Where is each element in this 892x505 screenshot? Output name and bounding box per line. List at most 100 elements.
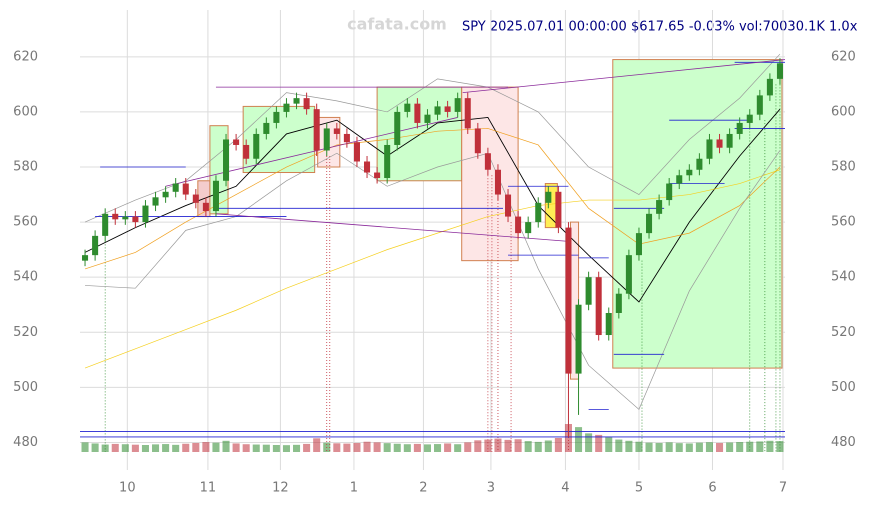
volume-bar — [736, 442, 744, 452]
candle-body — [565, 227, 572, 374]
candle-body — [595, 277, 602, 336]
candle-body — [182, 183, 189, 195]
volume-bar — [111, 443, 119, 452]
volume-bar — [474, 440, 482, 452]
overlay-line — [84, 169, 781, 369]
volume-bar — [705, 442, 713, 452]
candle-body — [646, 213, 653, 234]
candle-body — [92, 235, 99, 256]
volume-bar — [494, 438, 502, 452]
candle-body — [736, 122, 743, 134]
candle-body — [484, 153, 491, 170]
candle-body — [434, 106, 441, 115]
candle-body — [464, 98, 471, 129]
volume-bar — [635, 441, 643, 452]
volume-bar — [313, 438, 321, 452]
volume-bar — [232, 443, 240, 452]
candle-body — [122, 216, 129, 220]
x-tick-label: 11 — [200, 481, 217, 496]
volume-bar — [776, 441, 784, 452]
candle-body — [414, 103, 421, 123]
candle-body — [82, 255, 89, 261]
candle-body — [353, 142, 360, 162]
y-tick-label: 620 — [13, 49, 38, 64]
candle-body — [756, 95, 763, 115]
volume-bar — [303, 443, 311, 452]
trend-line — [215, 213, 569, 242]
volume-bar — [444, 443, 452, 452]
volume-bar — [182, 443, 190, 452]
chart-title: SPY 2025.07.01 00:00:00 $617.65 -0.03% v… — [462, 20, 858, 35]
volume-bar — [363, 441, 371, 452]
volume-bar — [434, 444, 442, 452]
volume-bar — [353, 442, 361, 452]
candle-body — [293, 98, 300, 104]
y-tick-label: 600 — [13, 104, 38, 119]
x-tick-label: 1 — [350, 481, 358, 496]
candle-body — [212, 180, 219, 212]
candle-body — [233, 139, 240, 145]
overlay-line — [84, 128, 781, 270]
candle-body — [545, 191, 552, 203]
x-tick-label: 10 — [119, 481, 136, 496]
y-tick-label-right: 580 — [831, 160, 856, 175]
candle-body — [303, 98, 310, 110]
candle-body — [716, 139, 723, 148]
overlay-line — [84, 108, 781, 303]
candle-body — [444, 106, 451, 112]
candle-body — [374, 172, 381, 179]
volume-bar — [544, 440, 552, 452]
volume-bar — [464, 442, 472, 452]
volume-bar — [534, 441, 542, 452]
trend-line — [462, 59, 786, 94]
candle-body — [192, 194, 199, 203]
volume-bar — [423, 444, 431, 452]
candle-body — [726, 133, 733, 148]
candle-body — [676, 175, 683, 184]
volume-bar — [564, 424, 572, 452]
overlay-line — [85, 150, 781, 410]
candle-body — [263, 122, 270, 134]
candle-body — [364, 161, 371, 173]
watermark: cafata.com — [347, 15, 447, 34]
candle-body — [666, 183, 673, 201]
volume-bar — [585, 433, 593, 452]
x-tick-label: 4 — [561, 481, 569, 496]
candle-body — [394, 111, 401, 145]
y-tick-label: 560 — [13, 215, 38, 230]
candle-body — [625, 255, 632, 294]
volume-bar — [333, 443, 341, 452]
y-tick-label: 500 — [13, 380, 38, 395]
x-tick-label: 7 — [779, 481, 787, 496]
x-tick-label: 2 — [419, 481, 427, 496]
zone — [612, 59, 783, 369]
candle-body — [112, 213, 119, 220]
candle-body — [585, 277, 592, 305]
candle-body — [555, 191, 562, 228]
candle-body — [505, 194, 512, 217]
candle-body — [575, 304, 582, 374]
candle-body — [424, 114, 431, 123]
volume-bar — [575, 427, 583, 452]
candle-body — [102, 213, 109, 236]
candle-body — [656, 200, 663, 214]
volume-bar — [726, 442, 734, 452]
volume-bar — [131, 444, 139, 452]
volume-bar — [373, 442, 381, 452]
candle-body — [776, 63, 783, 79]
volume-bar — [665, 442, 673, 452]
candle-body — [132, 216, 139, 223]
volume-bar — [162, 444, 170, 452]
candle-body — [273, 111, 280, 123]
candle-body — [746, 114, 753, 123]
volume-bar — [262, 444, 270, 452]
trend-line — [165, 117, 458, 187]
volume-bar — [383, 443, 391, 452]
volume-bar — [595, 434, 603, 452]
candle-body — [384, 144, 391, 179]
y-tick-label-right: 520 — [831, 325, 856, 340]
candle-body — [404, 103, 411, 112]
candle-body — [333, 128, 340, 134]
y-tick-label: 580 — [13, 160, 38, 175]
x-tick-label: 12 — [272, 481, 289, 496]
